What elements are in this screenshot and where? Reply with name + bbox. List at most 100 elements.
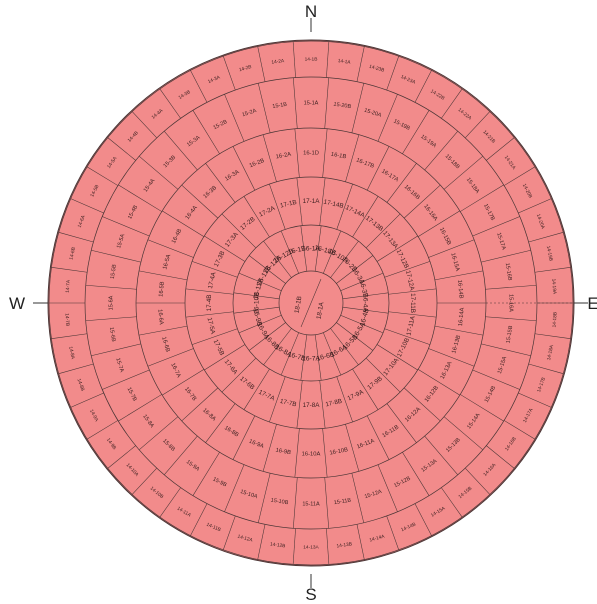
ring-3-spoke (147, 348, 194, 367)
ring-3-cell-label: 16-13B (451, 335, 462, 355)
ring-3-cell-label: 16-15A (449, 252, 460, 272)
ring-5-spoke (486, 445, 515, 469)
ring-2-spoke (319, 177, 326, 226)
ring-4-spoke (192, 110, 220, 154)
ring-2-spoke (204, 235, 246, 262)
ring-1-spoke (248, 322, 286, 351)
ring-4-cell-label: 15-12A (364, 489, 383, 500)
ring-5-spoke (465, 467, 491, 495)
ring-4-cell-label: 15-17A (495, 232, 506, 251)
ring-4-spoke (481, 343, 531, 357)
ring-4-spoke (472, 216, 520, 237)
ring-4-spoke (292, 477, 298, 529)
ring-2-cell-label: 17-11B (409, 293, 416, 313)
ring-3-spoke (181, 387, 219, 422)
ring-3-spoke (181, 184, 219, 219)
compass-east-label: E (587, 294, 597, 313)
ring-3-spoke (345, 424, 360, 472)
ring-1-spoke (330, 240, 359, 278)
ring-2-spoke (185, 288, 234, 295)
ring-5-spoke (292, 41, 296, 78)
ring-1-spoke (340, 314, 384, 334)
ring-4-spoke (460, 394, 504, 422)
ring-5-spoke (356, 524, 365, 560)
ring-5-cell-label: 14-1A (337, 58, 351, 66)
ring-4-spoke (351, 83, 365, 133)
ring-3-cell-label: 16-10A (302, 452, 321, 458)
ring-2-spoke (221, 213, 257, 249)
ring-5-spoke (159, 487, 181, 518)
ring-5-cell-label: 14-19A (550, 278, 557, 295)
ring-5-cell-label: 14-2B (238, 64, 252, 73)
ring-4-spoke (224, 464, 245, 512)
ring-1-cell-label: 16-10B (253, 292, 260, 314)
ring-5-cell-label: 14-13B (336, 541, 352, 549)
ring-5-spoke (414, 70, 432, 103)
ring-4-spoke (402, 452, 430, 496)
ring-4-spoke (292, 77, 298, 129)
ring-2-cell-label: 17-8A (303, 402, 321, 409)
ring-4-spoke (485, 316, 537, 322)
ring-5-spoke (441, 487, 463, 518)
ring-3-spoke (294, 128, 300, 178)
ring-4-spoke (164, 130, 198, 171)
ring-3-spoke (366, 146, 390, 191)
ring-4-cell-label: 15-6A (108, 295, 114, 310)
ring-3-cell-label: 16-1D (303, 151, 319, 157)
ring-5-spoke (107, 445, 136, 469)
ring-5-spoke (441, 88, 463, 119)
ring-1-cell-label: 16-6B (316, 351, 336, 363)
ring-4-spoke (402, 110, 430, 154)
ring-2-spoke (388, 311, 437, 318)
ring-1-cell-label: 16-1B (287, 245, 307, 257)
compass-west-label: W (9, 294, 25, 313)
ring-5-spoke (131, 111, 157, 139)
ring-5-cell-label: 14-8B (75, 378, 85, 392)
ring-3-spoke (262, 424, 277, 472)
ring-5-cell-label: 14-6B (69, 247, 77, 261)
ring-5-spoke (70, 392, 104, 408)
ring-1-cell-label: 16-3B (358, 279, 370, 299)
ring-5-spoke (190, 503, 208, 536)
ring-5-cell-label: 14-3A (207, 74, 222, 85)
ring-4-spoke (257, 473, 271, 523)
ring-4-spoke (424, 435, 458, 476)
ring-3-spoke (294, 428, 300, 478)
ring-5-cell-label: 14-11B (205, 522, 221, 534)
ring-3-spoke (162, 369, 205, 396)
ring-1-cell-label: 16-4B (359, 307, 371, 327)
ring-5-spoke (465, 111, 491, 139)
ring-3-cell-label: 16-10B (329, 447, 349, 456)
ring-5-spoke (528, 232, 564, 243)
ring-4-spoke (85, 284, 137, 290)
ring-3-spoke (232, 415, 256, 460)
ring-4-cell-label: 15-7A (114, 357, 124, 373)
ring-4-cell-label: 15-5A (116, 233, 126, 249)
ring-4-spoke (324, 77, 330, 129)
ring-2-spoke (296, 177, 303, 226)
ring-3-spoke (345, 134, 360, 182)
ring-3-spoke (428, 239, 475, 258)
ring-3-spoke (366, 415, 390, 460)
ring-2-cell-label: 17-14B (323, 199, 344, 210)
ring-2-spoke (191, 261, 238, 278)
ring-1-spoke (340, 272, 384, 292)
ring-2-spoke (352, 368, 379, 410)
ring-3-spoke (205, 403, 236, 443)
compass-axes: N S W E (9, 2, 597, 604)
ring-5-spoke (503, 420, 536, 440)
ring-5-cell-label: 14-19B (545, 245, 554, 261)
ring-1-spoke (248, 255, 286, 284)
ring-4-cell-label: 15-20B (333, 102, 352, 111)
ring-5-cell-label: 14-1B (305, 57, 318, 63)
ring-4-cell-label: 15-5B (110, 264, 118, 280)
ring-4-cell-label: 15-20A (363, 108, 382, 119)
ring-5-spoke (223, 56, 236, 91)
ring-5-spoke (107, 137, 136, 161)
ring-5-cell-label: 14-20A (535, 213, 546, 230)
ring-5-spoke (257, 524, 266, 560)
ring-3-cell-label: 16-9B (275, 448, 291, 457)
ring-2-cell-label: 17-4A (207, 271, 218, 290)
ring-5-cell-label: 14-9A (88, 409, 100, 424)
ring-4-spoke (85, 316, 137, 322)
